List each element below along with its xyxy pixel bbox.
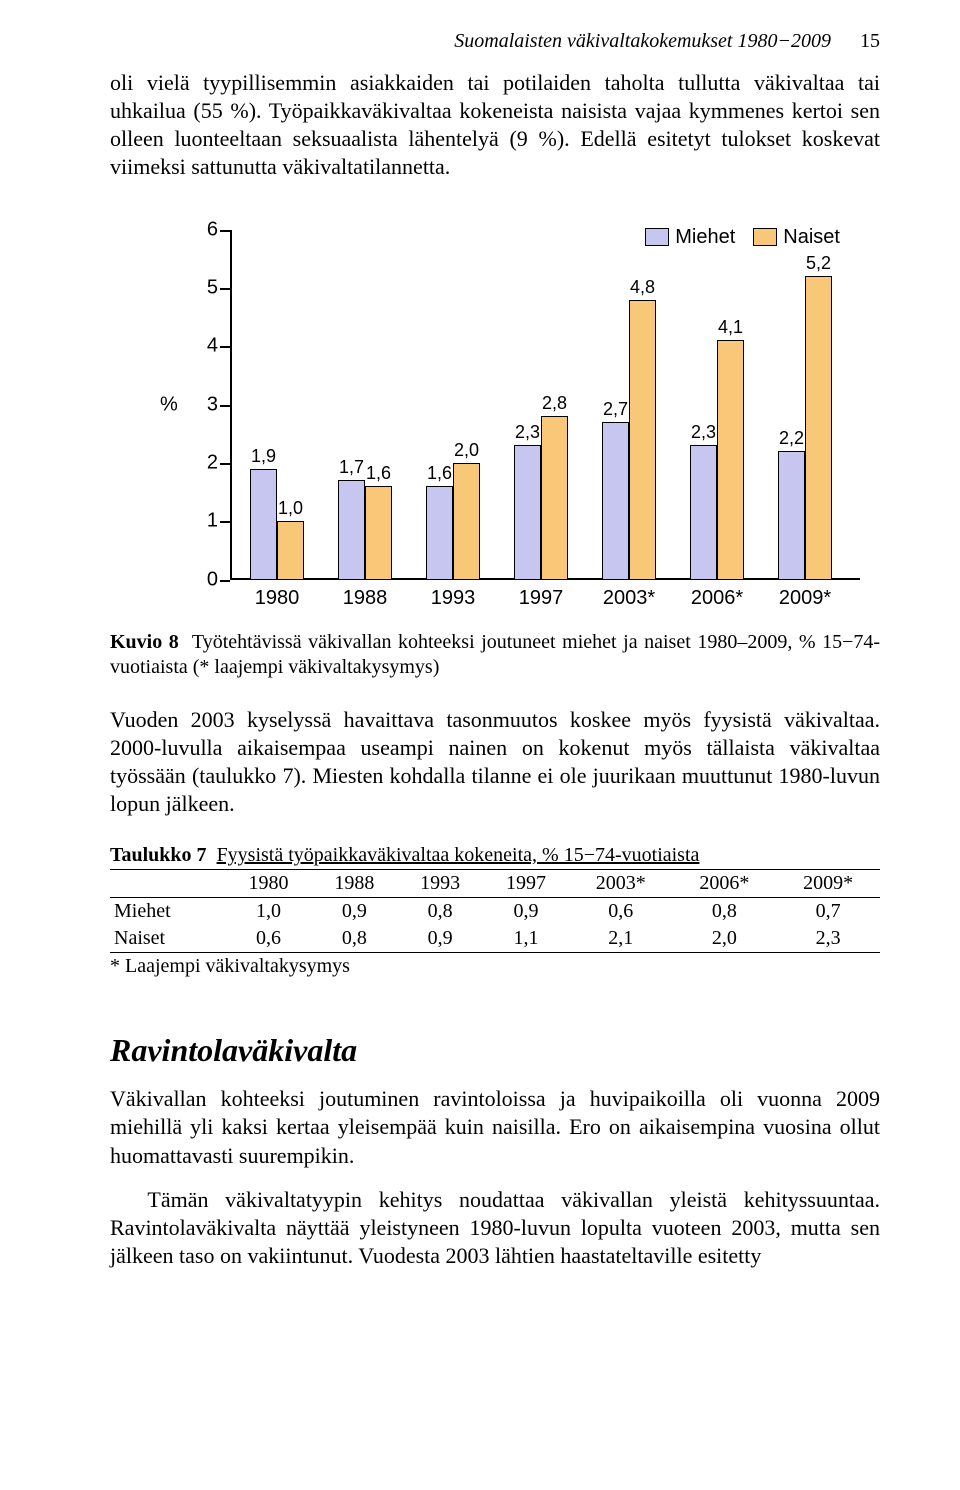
table-cell: 0,6 bbox=[226, 925, 312, 953]
chart-xtick-label: 1997 bbox=[519, 587, 564, 610]
chart-ytick-label: 5 bbox=[190, 276, 218, 299]
running-header: Suomalaisten väkivaltakokemukset 1980−20… bbox=[110, 30, 880, 53]
legend-swatch-naiset bbox=[753, 228, 777, 246]
chart-bar bbox=[514, 445, 541, 579]
legend-item-naiset: Naiset bbox=[753, 226, 840, 249]
paragraph-4: Tämän väkivaltatyypin kehitys noudattaa … bbox=[110, 1186, 880, 1270]
chart-ytick bbox=[220, 521, 230, 523]
table-column-header: 1980 bbox=[226, 870, 312, 898]
chart-ytick-label: 4 bbox=[190, 335, 218, 358]
paragraph-3: Väkivallan kohteeksi joutuminen ravintol… bbox=[110, 1085, 880, 1169]
chart-bar bbox=[602, 422, 629, 580]
chart-ytick-label: 6 bbox=[190, 218, 218, 241]
table-cell: 0,8 bbox=[673, 898, 777, 926]
table-cell: 2,3 bbox=[776, 925, 880, 953]
chart-ytick-label: 1 bbox=[190, 510, 218, 533]
table-cell: 0,7 bbox=[776, 898, 880, 926]
table-header-row: 19801988199319972003*2006*2009* bbox=[110, 870, 880, 898]
table-cell: 0,9 bbox=[311, 898, 397, 926]
chart-xtick-label: 2003* bbox=[603, 587, 655, 610]
table-cell: 0,8 bbox=[397, 898, 483, 926]
table-cell: 1,1 bbox=[483, 925, 569, 953]
table-column-header: 1988 bbox=[311, 870, 397, 898]
legend-swatch-miehet bbox=[645, 228, 669, 246]
section-heading: Ravintolaväkivalta bbox=[110, 1032, 880, 1069]
table-row: Miehet1,00,90,80,90,60,80,7 bbox=[110, 898, 880, 926]
table-cell: 2,1 bbox=[569, 925, 673, 953]
table-caption-label: Taulukko 7 bbox=[110, 844, 207, 866]
table-cell: 0,8 bbox=[311, 925, 397, 953]
chart-bar bbox=[717, 340, 744, 579]
chart-bar bbox=[541, 416, 568, 579]
chart-xtick-label: 1980 bbox=[255, 587, 300, 610]
chart-xtick-label: 2006* bbox=[691, 587, 743, 610]
table-row: Naiset0,60,80,91,12,12,02,3 bbox=[110, 925, 880, 953]
page: Suomalaisten väkivaltakokemukset 1980−20… bbox=[0, 0, 960, 1330]
table-column-header: 2009* bbox=[776, 870, 880, 898]
chart-ytick-label: 3 bbox=[190, 393, 218, 416]
table-cell: 0,9 bbox=[397, 925, 483, 953]
chart-bar-label: 1,9 bbox=[239, 446, 289, 467]
page-number: 15 bbox=[860, 30, 880, 52]
table-corner-cell bbox=[110, 870, 226, 898]
chart-bar bbox=[453, 463, 480, 580]
table-caption: Taulukko 7 Fyysistä työpaikkaväkivaltaa … bbox=[110, 844, 880, 867]
chart-y-axis-label: % bbox=[160, 393, 178, 416]
chart-legend: Miehet Naiset bbox=[645, 226, 840, 249]
paragraph-2: Vuoden 2003 kyselyssä havaittava tasonmu… bbox=[110, 706, 880, 819]
chart-y-axis bbox=[230, 230, 232, 580]
table-column-header: 1993 bbox=[397, 870, 483, 898]
paragraph-1: oli vielä tyypillisemmin asiakkaiden tai… bbox=[110, 69, 880, 182]
chart-ytick bbox=[220, 580, 230, 582]
chart-bar bbox=[629, 300, 656, 580]
legend-item-miehet: Miehet bbox=[645, 226, 735, 249]
table-column-header: 1997 bbox=[483, 870, 569, 898]
chart-kuvio8: Miehet Naiset 0123456%1,91,019801,71,619… bbox=[110, 220, 880, 620]
chart-ytick bbox=[220, 405, 230, 407]
legend-label-miehet: Miehet bbox=[675, 226, 735, 248]
chart-bar bbox=[690, 445, 717, 579]
table-column-header: 2003* bbox=[569, 870, 673, 898]
chart-bar bbox=[277, 521, 304, 579]
chart-bar-label: 5,2 bbox=[794, 253, 844, 274]
chart-xtick-label: 2009* bbox=[779, 587, 831, 610]
chart-ytick bbox=[220, 288, 230, 290]
table-caption-text: Fyysistä työpaikkaväkivaltaa kokeneita, … bbox=[217, 844, 700, 866]
table-footnote: * Laajempi väkivaltakysymys bbox=[110, 955, 880, 978]
chart-bar-label: 2,8 bbox=[530, 393, 580, 414]
table-cell: 1,0 bbox=[226, 898, 312, 926]
table-column-header: 2006* bbox=[673, 870, 777, 898]
table-cell: 2,0 bbox=[673, 925, 777, 953]
chart-bar bbox=[778, 451, 805, 579]
table-row-head: Naiset bbox=[110, 925, 226, 953]
chart-bar bbox=[250, 469, 277, 580]
chart-ytick bbox=[220, 346, 230, 348]
chart-bar bbox=[805, 276, 832, 579]
chart-ytick bbox=[220, 230, 230, 232]
chart-bar-label: 1,6 bbox=[354, 463, 404, 484]
chart-bar bbox=[426, 486, 453, 579]
chart-ytick-label: 0 bbox=[190, 568, 218, 591]
running-title: Suomalaisten väkivaltakokemukset 1980−20… bbox=[454, 30, 831, 52]
chart-xtick-label: 1993 bbox=[431, 587, 476, 610]
chart-bar bbox=[365, 486, 392, 579]
chart-bar-label: 4,1 bbox=[706, 317, 756, 338]
chart-ytick-label: 2 bbox=[190, 451, 218, 474]
caption-text: Työtehtävissä väkivallan kohteeksi joutu… bbox=[110, 631, 880, 678]
chart-bar bbox=[338, 480, 365, 579]
chart-bar-label: 2,0 bbox=[442, 440, 492, 461]
table-cell: 0,9 bbox=[483, 898, 569, 926]
chart-bar-label: 4,8 bbox=[618, 277, 668, 298]
data-table: 19801988199319972003*2006*2009*Miehet1,0… bbox=[110, 869, 880, 953]
caption-label: Kuvio 8 bbox=[110, 631, 179, 653]
chart-ytick bbox=[220, 463, 230, 465]
chart-bar-label: 1,0 bbox=[266, 498, 316, 519]
chart-xtick-label: 1988 bbox=[343, 587, 388, 610]
legend-label-naiset: Naiset bbox=[783, 226, 840, 248]
table-cell: 0,6 bbox=[569, 898, 673, 926]
chart-caption: Kuvio 8 Työtehtävissä väkivallan kohteek… bbox=[110, 630, 880, 680]
table-row-head: Miehet bbox=[110, 898, 226, 926]
